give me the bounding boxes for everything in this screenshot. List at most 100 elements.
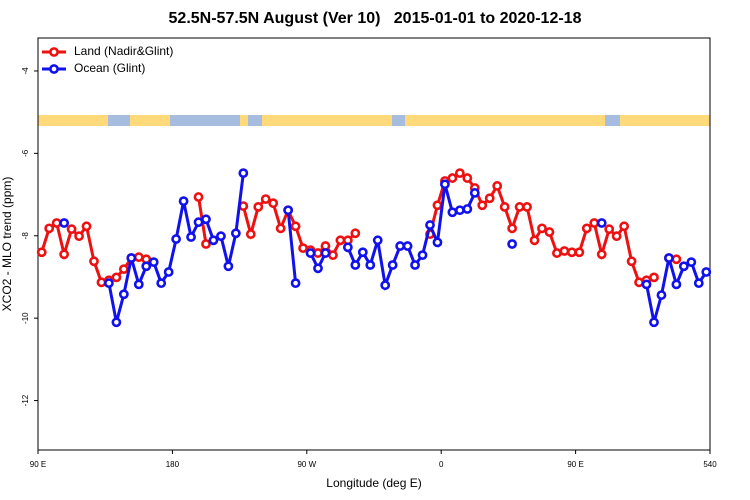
- data-point: [96, 277, 107, 288]
- data-point: [522, 202, 532, 212]
- data-point: [514, 202, 525, 212]
- data-point: [66, 224, 77, 235]
- y-tick-label: -6: [21, 149, 30, 157]
- legend-marker: [49, 47, 59, 57]
- data-point: [133, 279, 144, 290]
- data-point: [529, 235, 540, 246]
- map-land: [38, 115, 108, 126]
- plot-frame: [37, 37, 711, 451]
- data-point: [566, 247, 577, 258]
- data-point: [537, 223, 547, 234]
- data-point: [193, 217, 204, 228]
- data-point: [290, 221, 301, 232]
- data-point: [619, 221, 630, 232]
- data-point: [417, 250, 428, 261]
- data-point: [454, 205, 465, 216]
- data-point: [469, 188, 480, 198]
- data-point: [604, 224, 615, 235]
- data-point: [350, 260, 361, 270]
- x-axis-label: Longitude (deg E): [326, 476, 421, 490]
- data-point: [328, 250, 338, 261]
- data-point: [574, 247, 585, 258]
- data-point: [178, 196, 189, 207]
- data-point: [596, 218, 607, 228]
- data-point: [634, 277, 644, 288]
- data-point: [186, 232, 196, 242]
- data-point: [268, 198, 279, 209]
- y-tick-label: -12: [21, 394, 30, 406]
- data-point: [432, 237, 443, 248]
- legend-marker: [49, 64, 59, 74]
- data-point: [313, 263, 323, 274]
- data-point: [44, 223, 55, 234]
- data-point: [171, 234, 182, 244]
- data-point: [118, 264, 129, 275]
- map-land: [405, 115, 605, 126]
- data-point: [462, 204, 473, 214]
- data-point: [499, 202, 510, 212]
- data-point: [59, 218, 70, 228]
- data-point: [559, 246, 570, 256]
- data-point: [230, 228, 241, 239]
- data-point: [335, 235, 346, 246]
- data-point: [141, 261, 152, 272]
- data-point: [201, 239, 211, 249]
- data-point: [544, 227, 555, 237]
- map-land: [240, 115, 248, 126]
- data-point: [380, 280, 391, 291]
- data-point: [290, 278, 301, 289]
- data-point: [410, 260, 420, 270]
- data-point: [432, 200, 443, 211]
- data-point: [260, 194, 271, 204]
- x-tick-label: 90 E: [567, 460, 583, 469]
- data-point: [656, 290, 667, 300]
- chart-title: 52.5N-57.5N August (Ver 10) 2015-01-01 t…: [169, 10, 582, 27]
- data-point: [372, 235, 383, 246]
- data-point: [365, 260, 376, 270]
- data-point: [462, 173, 473, 183]
- data-point: [693, 278, 704, 289]
- data-point: [641, 279, 652, 290]
- data-point: [275, 223, 286, 234]
- data-point: [357, 247, 368, 258]
- data-point: [305, 248, 316, 258]
- data-point: [589, 218, 600, 228]
- data-point: [484, 193, 495, 204]
- data-point: [507, 239, 518, 249]
- data-point: [245, 229, 256, 240]
- data-point: [208, 235, 219, 246]
- x-tick-label: 90 W: [297, 460, 316, 469]
- data-point: [701, 267, 712, 277]
- data-point: [611, 231, 622, 242]
- data-point: [320, 248, 331, 258]
- data-point: [454, 168, 465, 179]
- data-point: [447, 173, 458, 183]
- data-point: [664, 253, 674, 263]
- data-point: [148, 257, 159, 268]
- data-point: [678, 261, 689, 272]
- data-point: [216, 231, 226, 242]
- data-point: [81, 221, 92, 232]
- x-tick-label: 180: [166, 460, 180, 469]
- legend-label: Land (Nadir&Glint): [74, 44, 173, 58]
- data-point: [350, 228, 361, 239]
- map-land: [620, 115, 710, 126]
- y-axis-label: XCO2 - MLO trend (ppm): [0, 177, 14, 312]
- data-point: [395, 241, 406, 251]
- data-point: [111, 272, 122, 283]
- data-point: [298, 243, 308, 254]
- data-point: [425, 220, 435, 230]
- data-point: [649, 317, 659, 328]
- data-point: [477, 200, 488, 211]
- data-point: [492, 181, 503, 191]
- data-point: [201, 214, 211, 225]
- data-point: [253, 202, 264, 212]
- data-point: [36, 247, 47, 258]
- legend-label: Ocean (Glint): [74, 61, 145, 75]
- data-point: [649, 272, 659, 283]
- data-point: [552, 248, 562, 258]
- data-point: [507, 223, 518, 234]
- x-tick-label: 540: [703, 460, 717, 469]
